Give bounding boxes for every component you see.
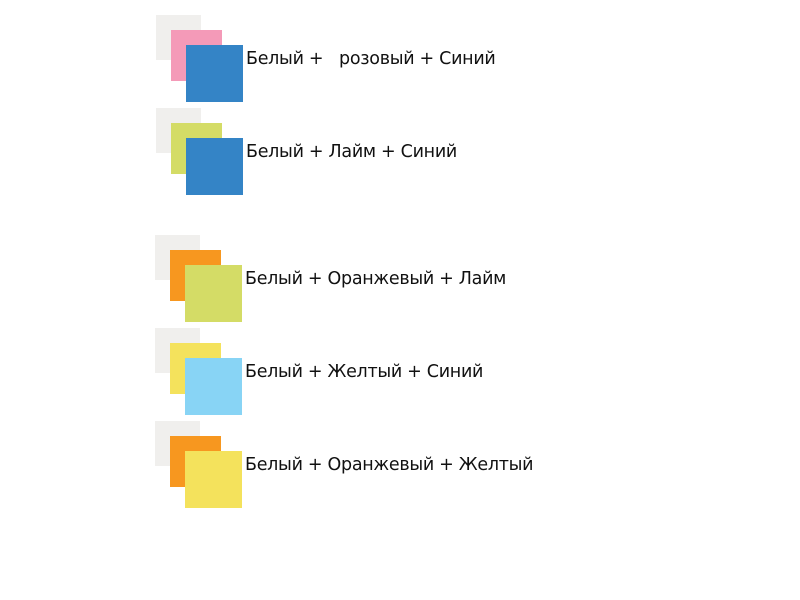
third-color-swatch: [185, 265, 242, 322]
combination-label: Белый + Лайм + Синий: [246, 142, 457, 162]
combination-label: Белый + Желтый + Синий: [245, 362, 484, 382]
color-combination-row: Белый + Желтый + Синий: [0, 328, 800, 418]
third-color-swatch: [185, 451, 242, 508]
color-combination-row: Белый + Оранжевый + Желтый: [0, 421, 800, 511]
third-color-swatch: [186, 138, 243, 195]
third-color-swatch: [186, 45, 243, 102]
color-combination-row: Белый + Лайм + Синий: [0, 108, 800, 198]
combination-label: Белый + Оранжевый + Желтый: [245, 455, 534, 475]
third-color-swatch: [185, 358, 242, 415]
combination-label: Белый + Оранжевый + Лайм: [245, 269, 507, 289]
combination-label: Белый + розовый + Синий: [246, 49, 496, 69]
color-combination-row: Белый + Оранжевый + Лайм: [0, 235, 800, 325]
color-combination-row: Белый + розовый + Синий: [0, 15, 800, 105]
